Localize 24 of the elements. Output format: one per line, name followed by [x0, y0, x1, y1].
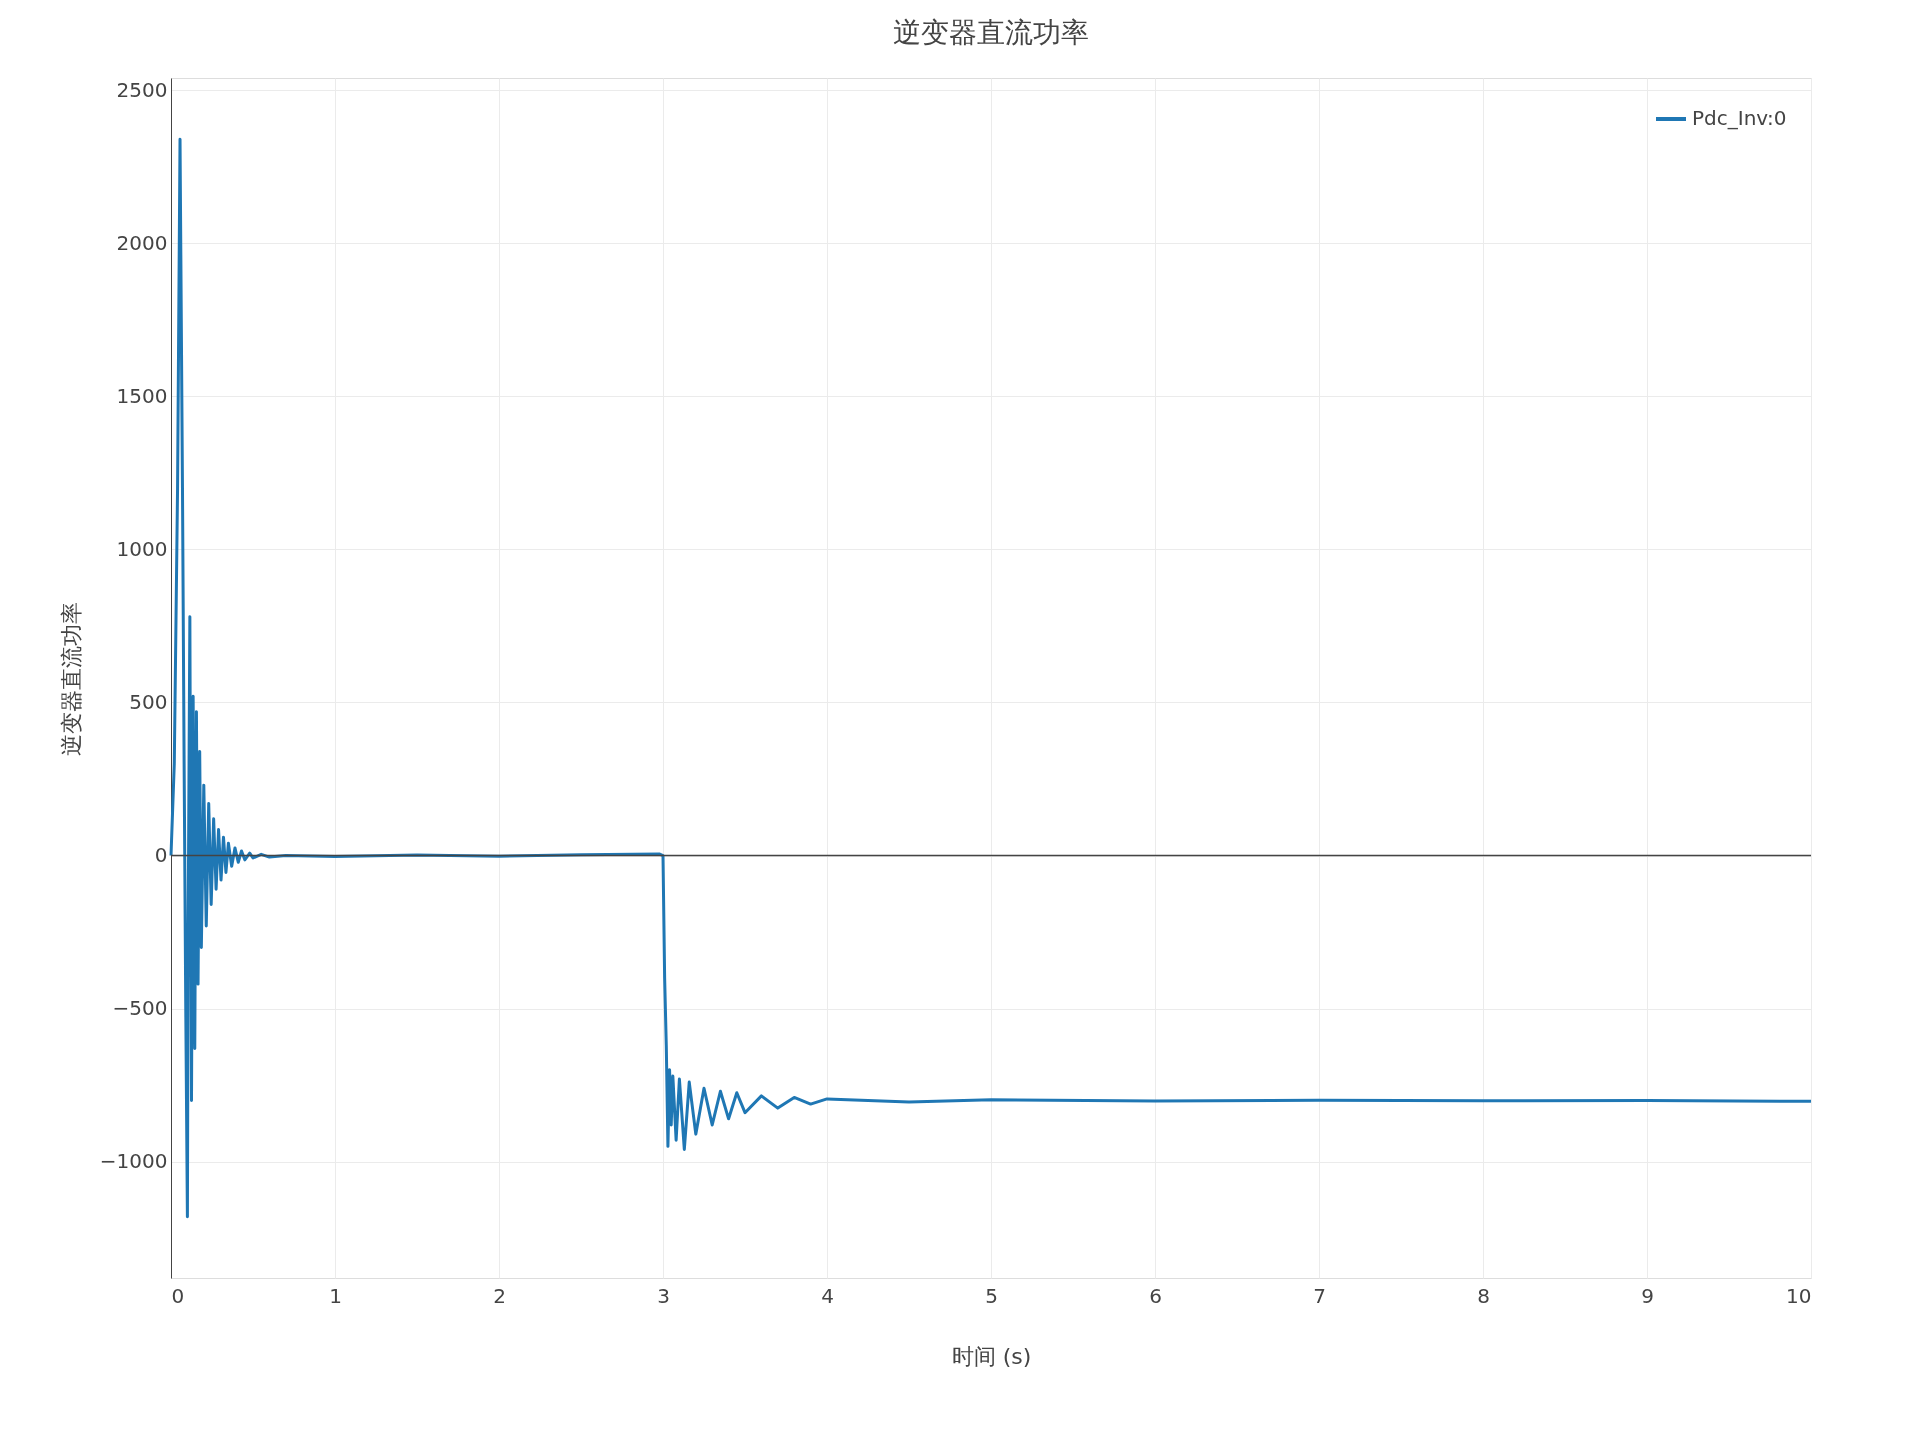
y-axis-title: 逆变器直流功率 — [58, 601, 84, 756]
x-tick-label: 7 — [1313, 1283, 1326, 1308]
x-tick-label: 9 — [1641, 1283, 1654, 1308]
chart-title: 逆变器直流功率 — [893, 16, 1089, 49]
x-tick-label: 2 — [493, 1283, 506, 1308]
line-series — [169, 137, 1813, 1219]
x-axis-title: 时间 (s) — [951, 1343, 1032, 1369]
x-tick-label: 3 — [657, 1283, 670, 1308]
x-tick-label: 5 — [985, 1283, 998, 1308]
x-tick-label: 8 — [1477, 1283, 1490, 1308]
x-tick-label: 0 — [171, 1283, 185, 1308]
y-tick-label: 500 — [129, 689, 168, 714]
y-tick-label: 1000 — [116, 536, 168, 561]
x-tick-label: 4 — [821, 1283, 834, 1308]
legend-label: Pdc_Inv:0 — [1692, 106, 1787, 130]
y-tick-label: 2000 — [116, 230, 168, 255]
x-tick-label: 6 — [1149, 1283, 1162, 1308]
x-tick-label: 1 — [329, 1283, 342, 1308]
y-tick-label: −1000 — [99, 1149, 168, 1174]
y-tick-label: 0 — [154, 843, 168, 868]
x-tick-label: 10 — [1786, 1283, 1812, 1308]
y-tick-label: 2500 — [116, 77, 168, 102]
y-tick-label: 1500 — [116, 383, 168, 408]
y-tick-label: −500 — [112, 996, 168, 1021]
